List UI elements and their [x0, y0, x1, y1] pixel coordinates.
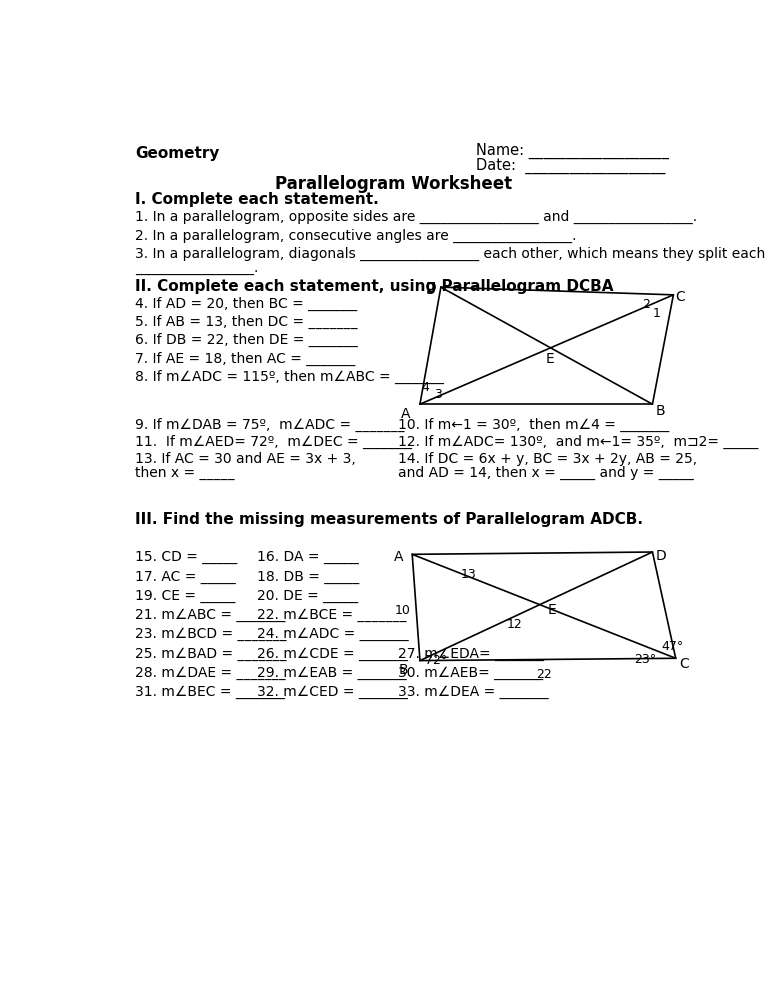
Text: B: B [656, 405, 665, 418]
Text: 18. DB = _____: 18. DB = _____ [257, 570, 359, 583]
Text: 23. m∠BCD = _______: 23. m∠BCD = _______ [134, 627, 286, 641]
Text: 2: 2 [642, 298, 650, 311]
Text: 26. m∠CDE = _______: 26. m∠CDE = _______ [257, 647, 409, 661]
Text: 13. If AC = 30 and AE = 3x + 3,: 13. If AC = 30 and AE = 3x + 3, [134, 452, 356, 466]
Text: 13: 13 [460, 569, 476, 581]
Text: 19. CE = _____: 19. CE = _____ [134, 589, 235, 603]
Text: 10: 10 [396, 604, 411, 617]
Text: 47°: 47° [662, 640, 684, 653]
Text: 8. If m∠ADC = 115º, then m∠ABC = _______: 8. If m∠ADC = 115º, then m∠ABC = _______ [134, 371, 444, 385]
Text: 16. DA = _____: 16. DA = _____ [257, 551, 359, 565]
Text: A: A [401, 408, 411, 421]
Text: 21. m∠ABC = _______: 21. m∠ABC = _______ [134, 608, 285, 622]
Text: D: D [656, 549, 667, 563]
Text: 31. m∠BEC = _______: 31. m∠BEC = _______ [134, 685, 285, 699]
Text: 14. If DC = 6x + y, BC = 3x + 2y, AB = 25,: 14. If DC = 6x + y, BC = 3x + 2y, AB = 2… [399, 452, 697, 466]
Text: 15. CD = _____: 15. CD = _____ [134, 551, 237, 565]
Text: 12. If m∠ADC= 130º,  and m←1= 35º,  m⊐2= _____: 12. If m∠ADC= 130º, and m←1= 35º, m⊐2= _… [399, 435, 759, 449]
Text: E: E [545, 352, 554, 366]
Text: 3. In a parallelogram, diagonals _________________ each other, which means they : 3. In a parallelogram, diagonals _______… [134, 248, 768, 261]
Text: 6. If DB = 22, then DE = _______: 6. If DB = 22, then DE = _______ [134, 333, 357, 348]
Text: 33. m∠DEA = _______: 33. m∠DEA = _______ [399, 685, 549, 699]
Text: 4: 4 [422, 381, 429, 394]
Text: 10. If m←1 = 30º,  then m∠4 = _______: 10. If m←1 = 30º, then m∠4 = _______ [399, 418, 670, 432]
Text: 3: 3 [434, 388, 442, 401]
Text: 1: 1 [653, 307, 660, 320]
Text: 32. m∠CED = _______: 32. m∠CED = _______ [257, 685, 408, 699]
Text: C: C [676, 290, 686, 304]
Text: then x = _____: then x = _____ [134, 466, 234, 480]
Text: and AD = 14, then x = _____ and y = _____: and AD = 14, then x = _____ and y = ____… [399, 466, 694, 480]
Text: 20. DE = _____: 20. DE = _____ [257, 589, 359, 603]
Text: 30. m∠AEB= _______: 30. m∠AEB= _______ [399, 666, 544, 680]
Text: 2. In a parallelogram, consecutive angles are _________________.: 2. In a parallelogram, consecutive angle… [134, 229, 576, 243]
Text: 7. If AE = 18, then AC = _______: 7. If AE = 18, then AC = _______ [134, 352, 355, 366]
Text: 27. m∠EDA= _______: 27. m∠EDA= _______ [399, 647, 545, 661]
Text: A: A [393, 551, 403, 565]
Text: 24. m∠ADC = _______: 24. m∠ADC = _______ [257, 627, 409, 641]
Text: 17. AC = _____: 17. AC = _____ [134, 570, 236, 583]
Text: Name: ___________________: Name: ___________________ [475, 142, 669, 159]
Text: 22: 22 [536, 668, 552, 681]
Text: Geometry: Geometry [134, 146, 219, 161]
Text: 9. If m∠DAB = 75º,  m∠ADC = _______: 9. If m∠DAB = 75º, m∠ADC = _______ [134, 418, 404, 432]
Text: II. Complete each statement, using Parallelogram DCBA: II. Complete each statement, using Paral… [134, 279, 614, 294]
Text: C: C [679, 657, 689, 671]
Text: 1. In a parallelogram, opposite sides are _________________ and ________________: 1. In a parallelogram, opposite sides ar… [134, 210, 697, 225]
Text: Parallelogram Worksheet: Parallelogram Worksheet [275, 175, 512, 193]
Text: E: E [548, 602, 557, 617]
Text: 22. m∠BCE = _______: 22. m∠BCE = _______ [257, 608, 407, 622]
Text: 29. m∠EAB = _______: 29. m∠EAB = _______ [257, 666, 407, 680]
Text: 11.  If m∠AED= 72º,  m∠DEC = _______: 11. If m∠AED= 72º, m∠DEC = _______ [134, 435, 412, 449]
Text: 4. If AD = 20, then BC = _______: 4. If AD = 20, then BC = _______ [134, 296, 357, 310]
Text: D: D [425, 281, 436, 295]
Text: 72°: 72° [425, 654, 448, 667]
Text: III. Find the missing measurements of Parallelogram ADCB.: III. Find the missing measurements of Pa… [134, 512, 643, 527]
Text: 23°: 23° [634, 653, 656, 666]
Text: 25. m∠BAD = _______: 25. m∠BAD = _______ [134, 647, 286, 661]
Text: 5. If AB = 13, then DC = _______: 5. If AB = 13, then DC = _______ [134, 315, 357, 329]
Text: 12: 12 [507, 618, 522, 631]
Text: Date:  ___________________: Date: ___________________ [475, 158, 665, 174]
Text: B: B [399, 663, 409, 677]
Text: I. Complete each statement.: I. Complete each statement. [134, 193, 379, 208]
Text: _________________.: _________________. [134, 261, 258, 275]
Text: 28. m∠DAE = _______: 28. m∠DAE = _______ [134, 666, 285, 680]
